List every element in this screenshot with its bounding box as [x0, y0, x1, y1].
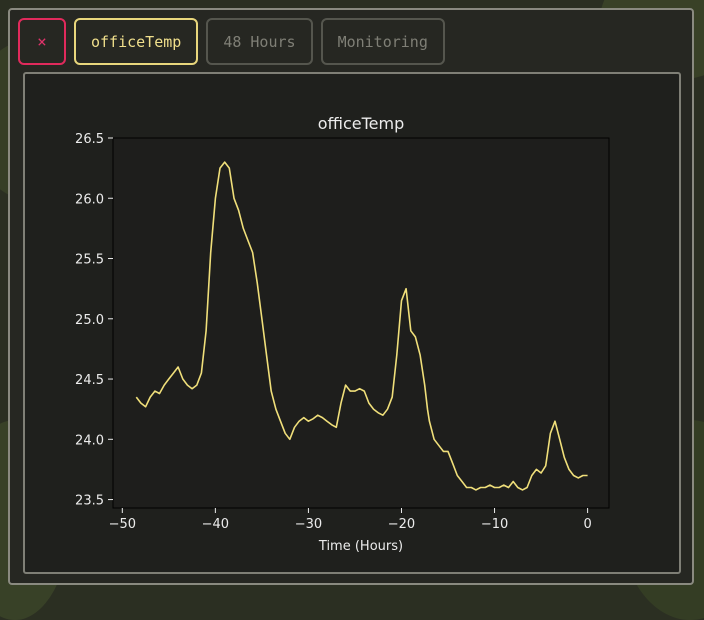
x-tick-label: −50: [109, 517, 136, 532]
y-tick-label: 25.0: [75, 313, 104, 328]
x-tick-label: −10: [481, 517, 508, 532]
close-icon: ×: [37, 32, 47, 51]
line-chart: −50 −40 −30 −20 −10 0 23.5 24.0 24.5 25.0 25.5 26.0…: [75, 114, 610, 554]
chart-title: officeTemp: [318, 114, 405, 133]
y-tick-label: 24.0: [75, 433, 104, 448]
tab-label: 48 Hours: [223, 32, 296, 51]
x-tick-label: 0: [583, 517, 591, 532]
x-tick-label: −40: [202, 517, 229, 532]
y-tick-label: 25.5: [75, 253, 104, 268]
chart-panel: −50 −40 −30 −20 −10 0 23.5 24.0 24.5 25.0 25.5 26.0…: [23, 72, 681, 574]
tab-monitoring[interactable]: Monitoring: [320, 18, 445, 65]
y-tick-label: 23.5: [75, 494, 104, 509]
series-line: [135, 161, 588, 491]
y-tick-label: 26.0: [75, 192, 104, 207]
x-axis-label: Time (Hours): [318, 539, 403, 554]
plot-area: [112, 137, 610, 509]
chart-window: × officeTemp 48 Hours Monitoring −50 −40−…: [8, 8, 694, 585]
tab-time-range[interactable]: 48 Hours: [206, 18, 313, 65]
tab-label: Monitoring: [337, 32, 428, 51]
close-button[interactable]: ×: [18, 18, 66, 65]
x-tick-label: −20: [388, 517, 415, 532]
y-tick-label: 26.5: [75, 132, 104, 147]
tab-sensor[interactable]: officeTemp: [74, 18, 199, 65]
axis-ticks: −50 −40 −30 −20 −10 0 23.5 24.0 24.5 25.0 25.5 26.0…: [75, 132, 592, 532]
x-tick-label: −30: [295, 517, 322, 532]
tab-bar: × officeTemp 48 Hours Monitoring: [18, 18, 445, 66]
tab-label: officeTemp: [91, 32, 182, 51]
y-tick-label: 24.5: [75, 373, 104, 388]
